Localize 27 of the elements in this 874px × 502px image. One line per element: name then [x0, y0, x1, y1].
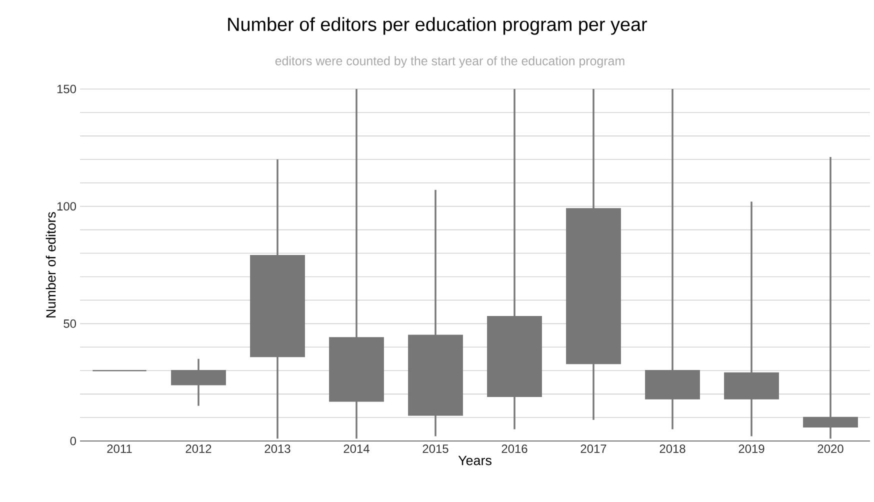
x-tick-label: 2016	[502, 444, 528, 453]
candlestick	[566, 88, 621, 420]
candlestick	[645, 88, 700, 430]
x-axis-title: Years	[458, 456, 492, 466]
chart-subtitle: editors were counted by the start year of the education program	[275, 56, 624, 68]
candlestick	[487, 88, 542, 430]
y-tick-label: 50	[64, 319, 76, 328]
x-tick-label: 2015	[422, 444, 448, 453]
x-tick-label: 2011	[107, 444, 132, 453]
x-tick-label: 2013	[264, 444, 290, 453]
x-tick-label: 2017	[580, 444, 606, 453]
candlestick	[250, 159, 305, 439]
x-tick-label: 2018	[660, 444, 686, 453]
candlestick	[329, 88, 384, 439]
candlestick	[171, 358, 226, 406]
y-axis-title: Number of editors	[46, 212, 56, 318]
x-tick-label: 2019	[738, 444, 764, 453]
y-tick-label: 0	[70, 436, 76, 446]
chart-title: Number of editors per education program per year	[228, 17, 648, 35]
candlestick	[724, 202, 779, 436]
x-tick-label: 2012	[186, 444, 212, 453]
x-tick-label: 2014	[344, 444, 370, 453]
candlestick	[803, 157, 858, 439]
y-tick-label: 150	[57, 84, 76, 94]
candlestick	[408, 190, 463, 436]
x-tick-label: 2020	[818, 444, 844, 453]
y-tick-label: 100	[57, 202, 76, 211]
